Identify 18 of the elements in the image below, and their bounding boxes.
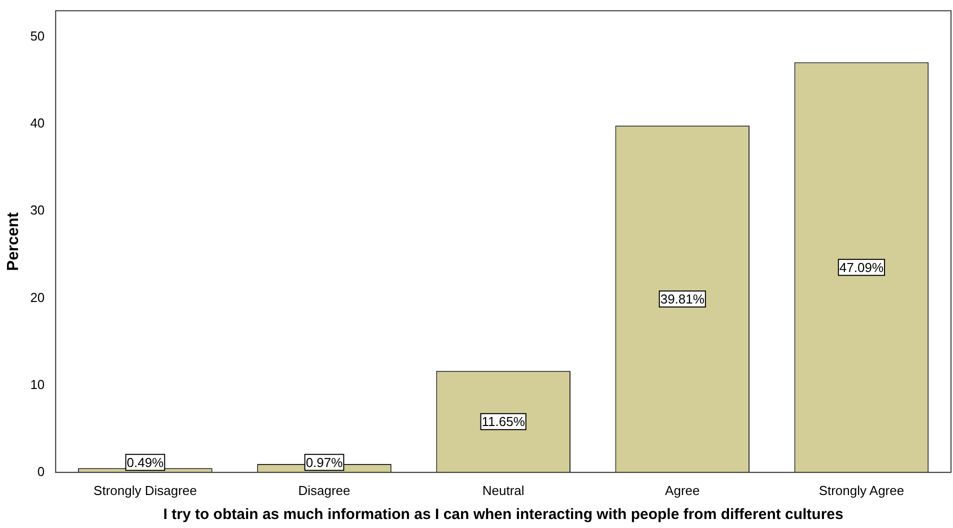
data-label: 47.09% — [839, 260, 884, 275]
data-label: 39.81% — [660, 292, 705, 307]
y-tick-label: 0 — [37, 464, 45, 479]
data-label: 0.97% — [306, 454, 344, 470]
y-tick-label: 20 — [30, 290, 45, 305]
y-tick-label: 10 — [30, 376, 45, 392]
x-tick-label: Strongly Agree — [818, 482, 904, 498]
y-tick-label: 30 — [30, 202, 45, 218]
x-tick-label: Disagree — [298, 482, 350, 498]
y-tick-label: 50 — [30, 28, 45, 44]
x-tick-label: Agree — [665, 482, 700, 498]
data-label: 11.65% — [482, 414, 526, 430]
x-tick-label: Strongly Disagree — [94, 482, 197, 498]
data-label: 0.49% — [126, 454, 164, 470]
y-tick-label: 40 — [30, 116, 45, 131]
y-axis-title: Percent — [5, 212, 22, 271]
x-axis-title: I try to obtain as much information as I can when interacting with people from different cultures — [163, 506, 844, 524]
x-tick-label: Neutral — [482, 482, 524, 498]
